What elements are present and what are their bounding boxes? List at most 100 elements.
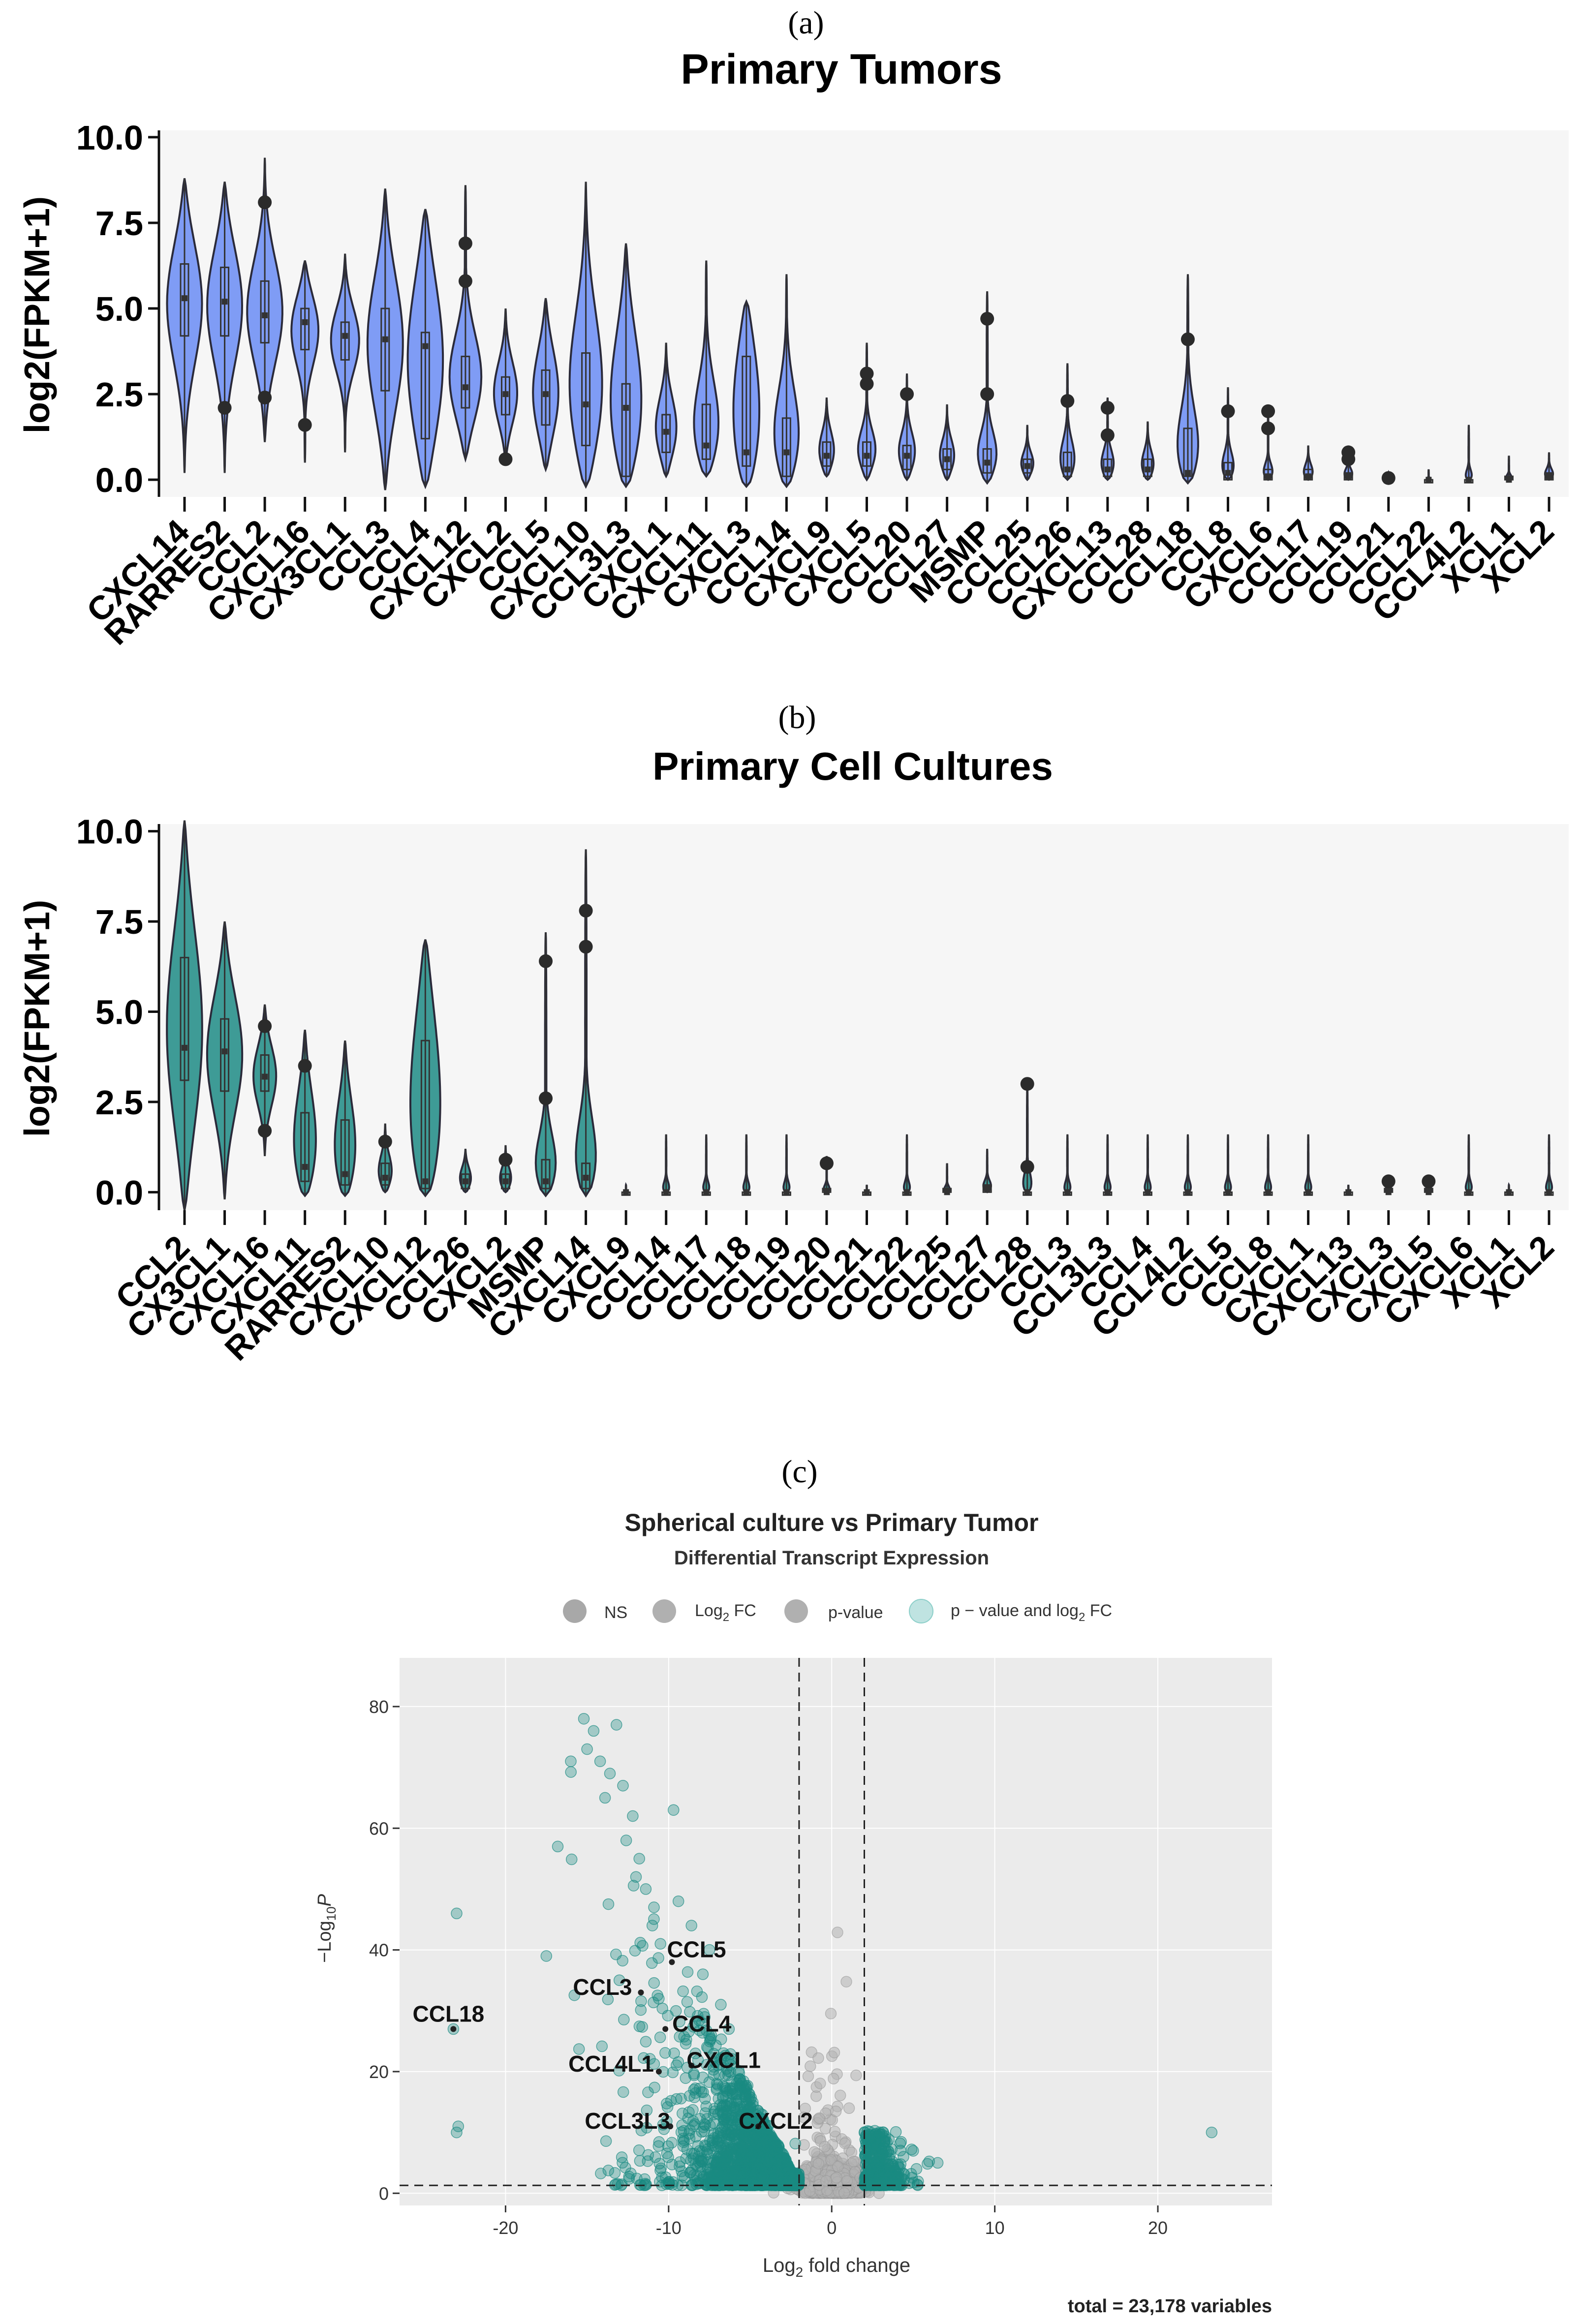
point-significant [648, 1901, 660, 1913]
violin-iqr-box [902, 445, 912, 470]
violin-iqr-box [1103, 458, 1113, 477]
violin-median [302, 319, 308, 325]
violin-ccl5 [532, 298, 559, 473]
point-significant [675, 2093, 687, 2105]
violin-ccl3 [1062, 1134, 1072, 1196]
gene-label: CCL5 [667, 1936, 726, 1962]
legend-swatch-ns [563, 1599, 587, 1623]
violin-rarres2 [206, 182, 244, 473]
point-significant [639, 2177, 651, 2190]
violin-iqr-box [701, 403, 711, 460]
legend-label-both-sub: 2 [1079, 1611, 1085, 1624]
point-significant [680, 2152, 692, 2164]
violin-median [1265, 1189, 1272, 1195]
violin-median [543, 391, 549, 398]
violin-cxcl9 [818, 398, 835, 478]
point-significant [682, 1966, 694, 1978]
violin-median [262, 312, 268, 318]
violin-ccl5 [1223, 1134, 1233, 1196]
point-significant [696, 1991, 708, 2003]
violin-ccl4 [406, 209, 444, 489]
point-significant [618, 2014, 630, 2026]
violin-cxcl16 [252, 1004, 278, 1157]
violin-median [864, 1189, 870, 1195]
gene-label: CCL3 [573, 1974, 632, 2000]
violin-ccl26 [459, 1149, 472, 1193]
panel-a-title: Primary Tumors [681, 46, 1002, 93]
point-significant [650, 2151, 661, 2163]
y-tick-label: 80 [369, 1697, 389, 1717]
violin-outlier [1100, 428, 1115, 442]
point-significant [715, 1999, 727, 2011]
point-ns [814, 2078, 826, 2089]
point-significant [625, 2167, 637, 2179]
violin-ccl4l2 [1464, 425, 1474, 484]
violin-median [1104, 1189, 1111, 1195]
panel-c-y-label-prefix: −Log [314, 1921, 335, 1963]
point-significant [617, 2086, 629, 2098]
violin-ccl20 [898, 373, 916, 482]
y-tick-label: 5.0 [95, 290, 143, 328]
violin-cxcl6 [1464, 1134, 1474, 1196]
violin-median [904, 453, 910, 459]
violin-iqr-box [380, 307, 390, 392]
point-significant [687, 2115, 699, 2127]
violin-ccl14 [661, 1134, 671, 1196]
violin-outlier [579, 904, 593, 918]
violin-outlier [980, 311, 994, 326]
panel-a-violins [166, 157, 1554, 490]
point-ns [812, 2052, 824, 2064]
point-ns [831, 2171, 842, 2184]
point-significant [695, 2167, 707, 2178]
violin-median [1465, 1189, 1472, 1195]
violin-outlier [1100, 400, 1115, 415]
violin-median [182, 295, 187, 302]
violin-iqr-box [300, 307, 310, 351]
violin-iqr-box [781, 417, 791, 477]
point-significant [610, 1948, 622, 1960]
violin-iqr-box [1223, 461, 1233, 481]
violin-median [462, 1178, 468, 1185]
point-significant [677, 1985, 689, 1997]
point-significant [883, 2152, 896, 2164]
violin-outlier [579, 940, 593, 954]
point-significant [595, 2168, 607, 2179]
violin-iqr-box [380, 1162, 390, 1186]
legend-swatch-pvalue [784, 1599, 808, 1623]
violin-iqr-box [420, 332, 430, 440]
violin-iqr-box [260, 280, 270, 344]
labeled-point [638, 1989, 644, 1996]
violin-ccl4l2 [1183, 1134, 1193, 1196]
labeled-point [450, 2026, 457, 2032]
legend-label-log2fc-sub: 2 [723, 1611, 729, 1624]
violin-median [944, 456, 950, 462]
point-significant [697, 2086, 709, 2098]
violin-iqr-box [661, 414, 671, 453]
point-significant [722, 2156, 735, 2168]
point-significant [870, 2151, 883, 2163]
point-significant [627, 1810, 639, 1822]
y-tick-label: 2.5 [95, 1083, 143, 1122]
y-tick-label: 7.5 [95, 204, 143, 243]
violin-median [1506, 477, 1512, 483]
violin-iqr-box [420, 1040, 430, 1190]
point-significant [789, 2138, 801, 2150]
violin-iqr-box [982, 1184, 992, 1193]
y-tick-label: 0.0 [95, 1173, 143, 1212]
point-significant [910, 2163, 923, 2175]
violin-median [1546, 1189, 1552, 1195]
violin-median [1145, 1189, 1151, 1195]
violin-outlier [1020, 1077, 1034, 1091]
point-ns [832, 1926, 843, 1938]
point-significant [1206, 2126, 1218, 2139]
point-significant [630, 1871, 642, 1883]
violin-median [1064, 466, 1071, 473]
point-ns [830, 2106, 842, 2117]
violin-median [1385, 1189, 1392, 1195]
violin-outlier [378, 1134, 392, 1149]
point-ns [812, 2158, 825, 2170]
violin-ccl3l3 [610, 243, 643, 489]
x-tick-label: 10 [985, 2218, 1005, 2238]
point-significant [617, 1779, 629, 1792]
violin-outlier [258, 1019, 272, 1033]
